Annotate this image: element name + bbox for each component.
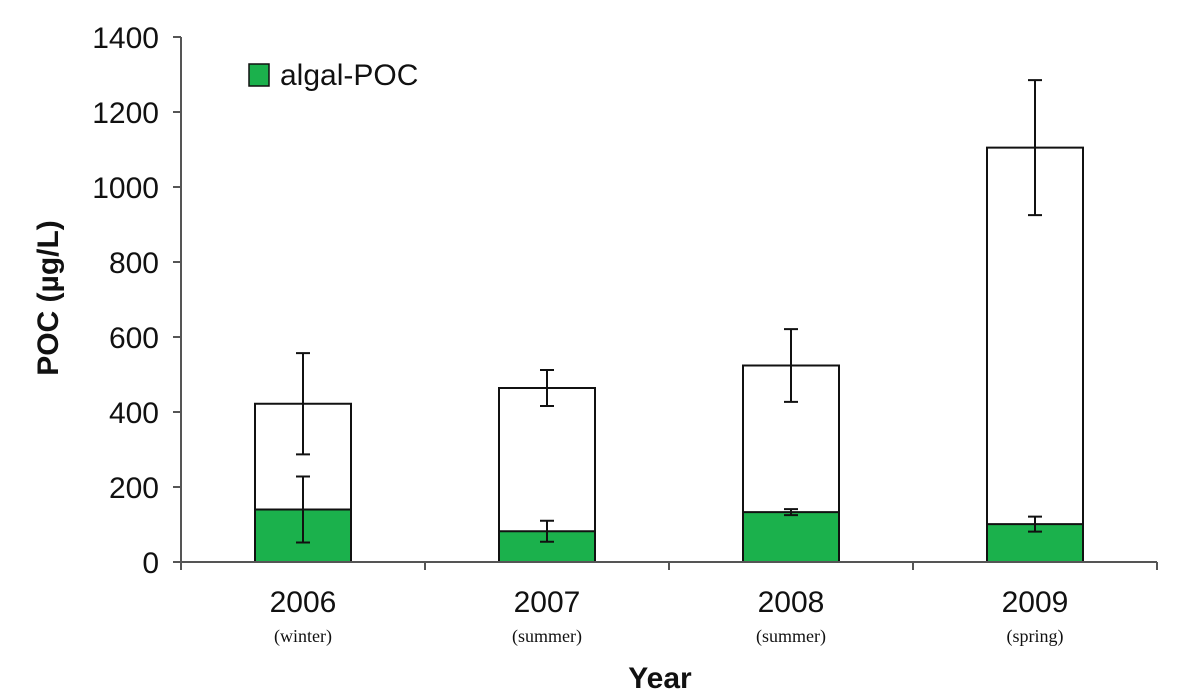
y-ticks-layer: 0 200 400 600 800 1000 1200 1400 (92, 22, 1158, 580)
y-tick-label: 1400 (92, 22, 159, 55)
legend: algal-POC (248, 59, 418, 92)
bar-total-poc (986, 146, 1084, 563)
x-category-label: 2007 (514, 586, 581, 619)
y-tick-label: 800 (109, 247, 159, 280)
x-category-sublabel: (spring) (1007, 626, 1064, 647)
y-axis-title: POC (µg/L) (32, 220, 65, 376)
y-tick-label: 1000 (92, 172, 159, 205)
y-tick-label: 0 (142, 547, 159, 580)
bar-algal-poc (498, 530, 596, 563)
y-tick-label: 400 (109, 397, 159, 430)
x-category-label: 2006 (270, 586, 337, 619)
legend-swatch-algal-poc (248, 63, 270, 87)
legend-label-algal-poc: algal-POC (280, 59, 418, 92)
bar-algal-poc (742, 511, 840, 563)
bars-layer (254, 146, 1084, 563)
x-axis-title: Year (628, 662, 692, 695)
x-category-sublabel: (winter) (274, 626, 332, 647)
error-bars-layer (296, 79, 1042, 544)
x-category-label: 2008 (758, 586, 825, 619)
x-category-sublabel: (summer) (512, 626, 582, 647)
x-category-sublabel: (summer) (756, 626, 826, 647)
y-tick-label: 1200 (92, 97, 159, 130)
y-tick-label: 200 (109, 472, 159, 505)
y-tick-label: 600 (109, 322, 159, 355)
x-labels-layer: 2006 (winter) 2007 (summer) 2008 (summer) 2009… (270, 586, 1069, 647)
x-category-label: 2009 (1002, 586, 1069, 619)
